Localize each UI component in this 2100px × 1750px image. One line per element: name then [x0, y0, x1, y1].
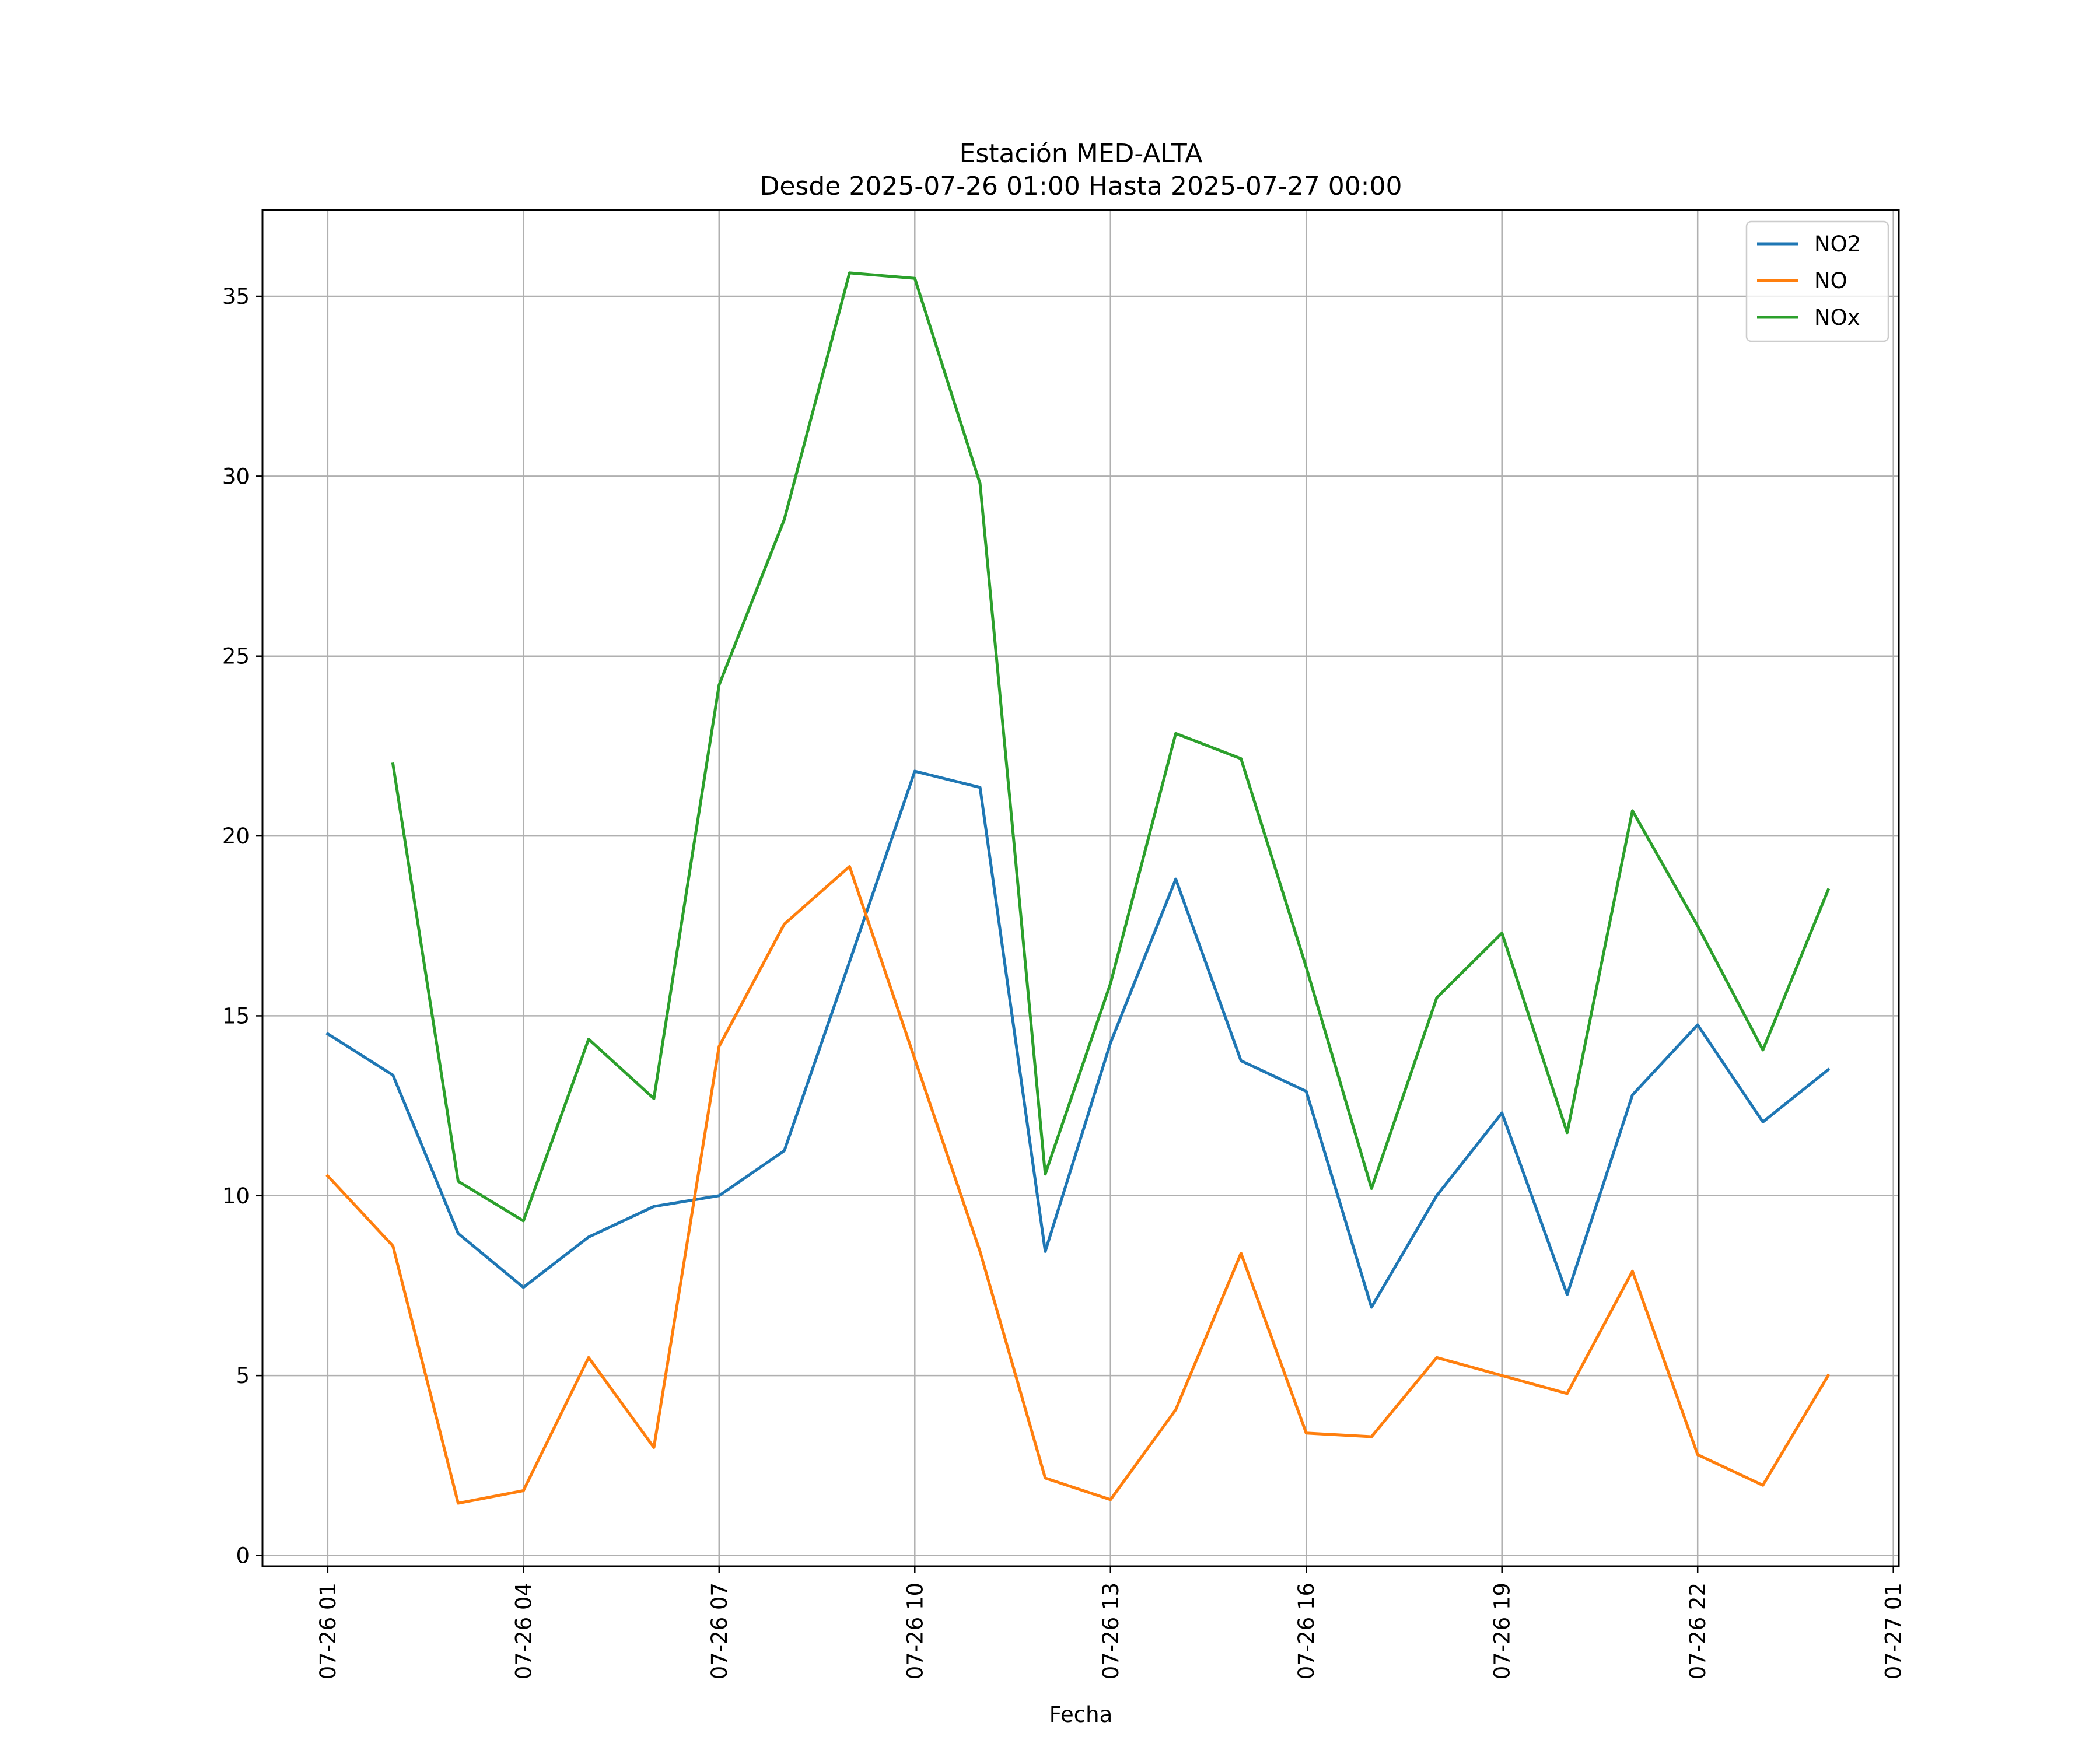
x-tick-label: 07-26 13 — [1098, 1583, 1124, 1679]
x-tick-label: 07-26 01 — [316, 1583, 341, 1679]
y-tick-label: 10 — [222, 1184, 250, 1209]
x-tick-label: 07-26 22 — [1685, 1583, 1710, 1679]
y-tick-label: 20 — [222, 824, 250, 849]
legend-frame — [1745, 220, 1889, 342]
x-tick-label: 07-26 16 — [1294, 1583, 1319, 1679]
y-tick-label: 25 — [222, 644, 250, 669]
series-line-nox — [391, 271, 1831, 1223]
x-axis-label: Fecha — [1049, 1702, 1113, 1727]
series-line-no2 — [326, 769, 1831, 1309]
x-tick-label: 07-26 04 — [511, 1583, 536, 1679]
legend-label-nox: NOx — [1814, 305, 1860, 330]
series-line-no — [326, 865, 1831, 1505]
legend-label-no: NO — [1814, 268, 1847, 293]
gridlines — [262, 210, 1899, 1566]
chart-title: Estación MED-ALTA — [960, 139, 1203, 169]
plot-frame — [261, 209, 1900, 1567]
x-tick-label: 07-27 01 — [1881, 1583, 1906, 1679]
chart-subtitle: Desde 2025-07-26 01:00 Hasta 2025-07-27 … — [760, 172, 1402, 201]
y-tick-label: 30 — [222, 464, 250, 489]
y-axis-ticks: 0 5 10 15 20 25 30 35 — [222, 284, 262, 1568]
x-tick-label: 07-26 19 — [1490, 1583, 1515, 1679]
x-axis-ticks: 07-26 01 07-26 04 07-26 07 07-26 10 07-26 13… — [316, 1566, 1906, 1679]
legend-label-no2: NO2 — [1814, 232, 1861, 257]
x-tick-label: 07-26 07 — [707, 1583, 732, 1679]
x-tick-label: 07-26 10 — [902, 1583, 928, 1679]
y-tick-label: 5 — [236, 1363, 250, 1388]
y-tick-label: 35 — [222, 284, 250, 309]
y-tick-label: 0 — [236, 1543, 250, 1568]
legend: NO2 NO NOx — [1745, 220, 1889, 342]
y-tick-label: 15 — [222, 1003, 250, 1028]
series-lines — [326, 271, 1831, 1505]
